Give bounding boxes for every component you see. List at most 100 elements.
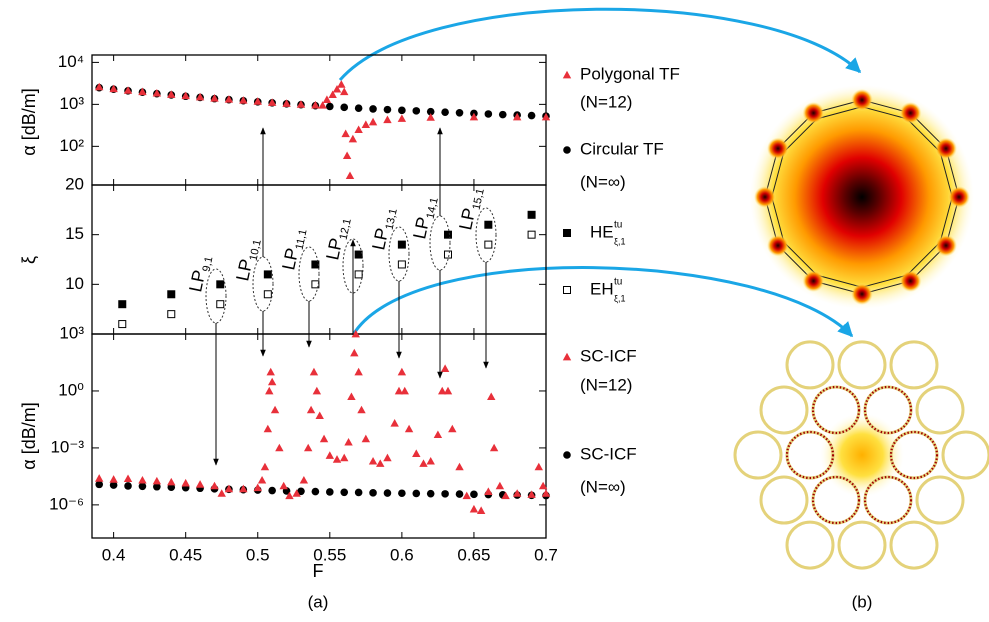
data-point: [340, 453, 349, 462]
data-point: [322, 95, 332, 103]
data-point: [351, 329, 360, 338]
data-point: [512, 489, 522, 497]
data-point: [376, 459, 385, 467]
data-point: [318, 101, 327, 109]
data-point: [285, 491, 294, 500]
legend-marker: [563, 229, 571, 237]
data-point: [257, 475, 267, 484]
legend-label-sub: ξ,1: [614, 293, 626, 303]
data-point: [354, 104, 363, 113]
data-point: [441, 108, 449, 117]
data-point: [195, 92, 205, 101]
data-point: [95, 82, 104, 91]
data-point: [292, 489, 301, 497]
data-point: [123, 474, 133, 483]
legend-note: (N=12): [580, 375, 632, 394]
data-point: [270, 405, 280, 414]
data-point: [470, 490, 478, 499]
data-point: [394, 386, 404, 395]
mode-label-main: LP: [409, 215, 433, 241]
data-point: [347, 392, 356, 401]
legend-label-sub: ξ,1: [614, 236, 626, 246]
data-point: [109, 481, 118, 489]
data-point: [268, 486, 276, 495]
data-point: [167, 290, 176, 299]
data-point: [368, 456, 378, 465]
data-point: [348, 134, 358, 143]
mode-label: LP9,1: [185, 253, 215, 294]
data-point: [501, 491, 510, 500]
data-point: [419, 459, 428, 467]
data-point: [484, 110, 493, 118]
data-point: [469, 112, 479, 121]
data-point: [340, 103, 349, 112]
data-point: [216, 300, 225, 309]
data-point: [369, 489, 377, 497]
y-axis-label: α [dB/m]: [19, 88, 39, 155]
data-point: [181, 91, 190, 100]
data-point: [337, 80, 346, 88]
x-tick-label: 0.7: [534, 545, 558, 564]
data-point: [448, 424, 457, 433]
legend-note: (N=∞): [580, 172, 626, 191]
data-point: [311, 280, 320, 289]
data-point: [340, 87, 349, 96]
data-point: [282, 99, 291, 107]
mode-label-sub: 9,1: [200, 255, 215, 272]
tf-spot: [802, 270, 825, 293]
data-point: [306, 405, 316, 414]
data-point: [455, 462, 464, 471]
cladding-ring-field: [863, 475, 913, 525]
mode-label: LP15,1: [455, 185, 487, 232]
cladding-ring: [889, 340, 939, 390]
data-point: [239, 96, 248, 104]
mode-label-sub: 13,1: [383, 207, 399, 230]
mode-label-sub: 12,1: [337, 217, 353, 240]
data-point: [167, 477, 176, 486]
data-point: [279, 481, 288, 490]
data-point: [109, 84, 118, 93]
cladding-ring: [915, 475, 965, 525]
data-point: [397, 240, 406, 249]
legend-marker: [563, 286, 571, 294]
cladding-ring-field: [811, 475, 861, 525]
data-point: [498, 110, 507, 119]
mode-label-main: LP: [368, 226, 392, 252]
plot-frame: [91, 333, 547, 539]
data-point: [354, 270, 363, 279]
mode-label: LP11,1: [278, 226, 310, 273]
cladding-ring: [889, 520, 939, 570]
cladding-ring: [759, 385, 809, 435]
data-point: [489, 443, 499, 452]
cladding-ring: [837, 520, 887, 570]
data-point: [512, 112, 522, 121]
data-point: [138, 475, 147, 484]
cladding-ring-field: [889, 430, 939, 480]
tf-spot: [851, 89, 873, 111]
data-point: [265, 386, 274, 395]
legend-label: Circular TF: [580, 139, 664, 158]
data-point: [217, 489, 226, 497]
legend-marker: [562, 70, 572, 79]
icf-mode-field: [820, 413, 904, 497]
tf-spot: [802, 101, 825, 124]
mode-group: [342, 238, 364, 294]
data-point: [354, 250, 363, 259]
data-point: [210, 94, 219, 102]
tf-mode-field: [750, 85, 974, 309]
y-tick-label: 10⁻³: [50, 437, 84, 456]
data-point: [527, 230, 536, 239]
data-point: [342, 151, 352, 160]
data-point: [476, 506, 486, 514]
data-point: [361, 434, 371, 443]
data-point: [297, 487, 305, 496]
mode-group: [298, 246, 320, 302]
cladding-ring-field: [811, 385, 861, 435]
data-point: [390, 419, 399, 427]
data-point: [167, 310, 176, 319]
y-tick-label: 10⁻⁶: [49, 494, 84, 513]
data-point: [361, 120, 371, 128]
data-point: [167, 90, 176, 98]
mode-label-main: LP: [322, 236, 346, 262]
data-point: [354, 488, 363, 497]
